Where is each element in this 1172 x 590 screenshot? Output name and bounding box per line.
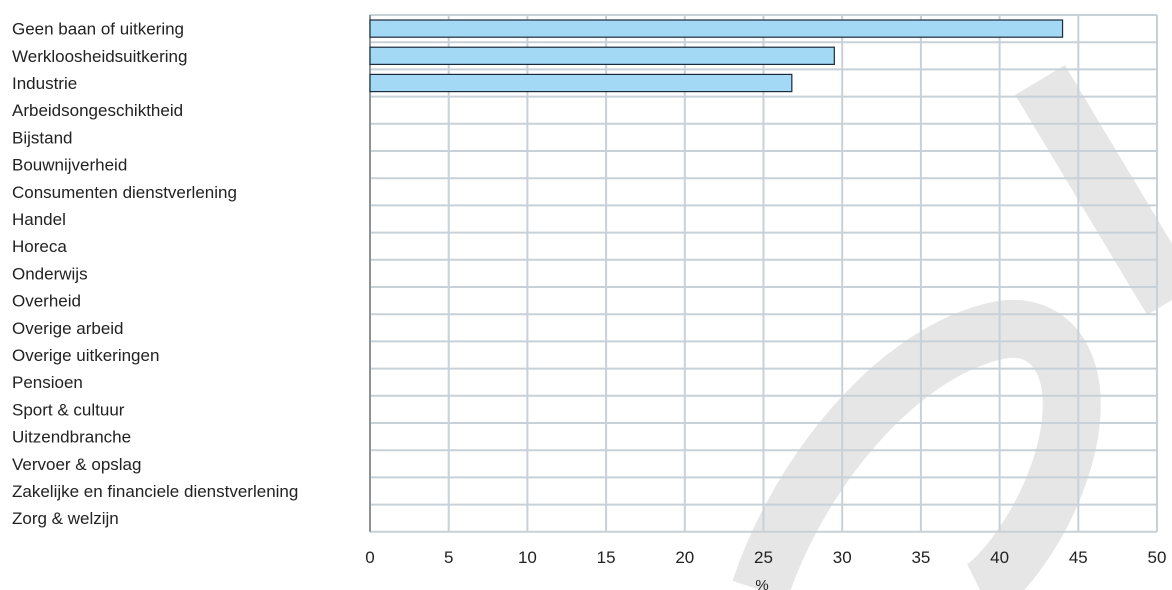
category-label: Vervoer & opslag [12,455,141,474]
category-label: Uitzendbranche [12,428,131,447]
bar-3 [369,73,793,93]
category-label: Sport & cultuur [12,400,125,419]
category-label: Arbeidsongeschiktheid [12,101,183,120]
x-axis-ticks: 0 5 10 15 20 25 30 35 40 45 50 [365,548,1166,567]
x-tick-label: 50 [1148,548,1167,567]
category-label: Geen baan of uitkering [12,20,184,39]
bars [369,19,1064,93]
bar-1 [369,19,1064,38]
watermark-stroke-1 [732,299,1101,590]
category-label: Zorg & welzijn [12,509,119,528]
category-label: Handel [12,210,66,229]
x-tick-label: 40 [990,548,1009,567]
x-tick-label: 10 [518,548,537,567]
category-label: Bouwnijverheid [12,156,127,175]
category-label: Overige uitkeringen [12,346,159,365]
watermark [732,65,1172,590]
category-label: Pensioen [12,373,83,392]
x-tick-label: 15 [597,548,616,567]
category-labels: Geen baan of uitkering Werkloosheidsuitke… [12,20,298,529]
x-tick-label: 25 [754,548,773,567]
x-tick-label: 35 [911,548,930,567]
watermark-stroke-2 [1015,65,1172,315]
x-axis-label: % [755,577,768,590]
category-label: Industrie [12,74,77,93]
x-tick-label: 0 [365,548,374,567]
category-label: Consumenten dienstverlening [12,183,237,202]
category-label: Bijstand [12,128,72,147]
category-label: Zakelijke en financiele dienstverlening [12,482,298,501]
bar-2 [369,46,835,66]
category-label: Horeca [12,237,67,256]
grid [369,14,1158,533]
category-label: Overige arbeid [12,319,124,338]
x-tick-label: 5 [444,548,453,567]
category-label: Overheid [12,292,81,311]
category-label: Werkloosheidsuitkering [12,47,187,66]
x-tick-label: 20 [675,548,694,567]
x-tick-label: 30 [833,548,852,567]
category-label: Onderwijs [12,264,88,283]
x-tick-label: 45 [1069,548,1088,567]
